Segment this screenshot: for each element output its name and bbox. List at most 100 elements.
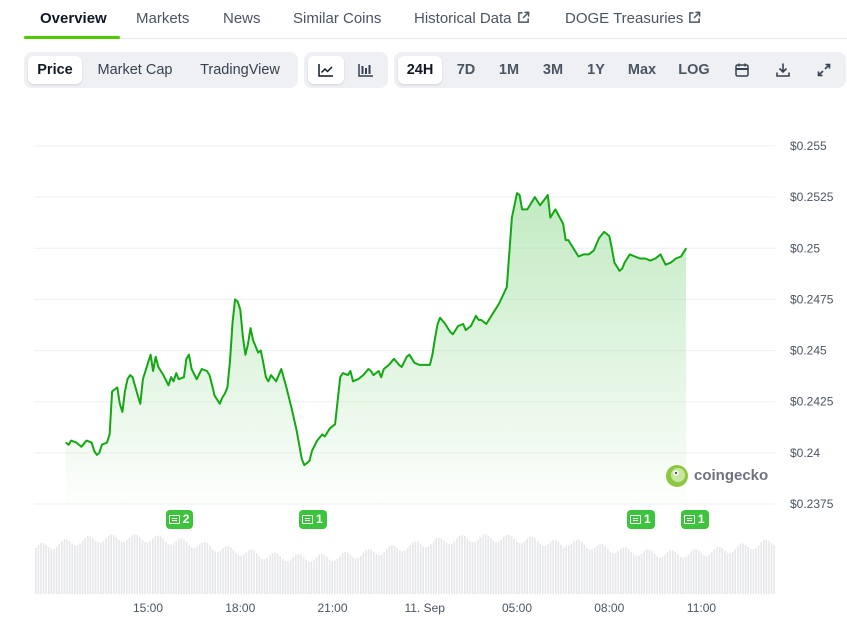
- price-point: [155, 356, 157, 358]
- volume-bar: [378, 555, 380, 594]
- volume-bar: [469, 541, 471, 594]
- price-point: [519, 194, 521, 196]
- volume-bar: [617, 551, 619, 594]
- price-point: [188, 354, 190, 356]
- range-3m-button[interactable]: 3M: [542, 62, 564, 78]
- news-count: 1: [697, 512, 705, 526]
- x-tick-label: 11:00: [687, 601, 716, 615]
- price-point: [649, 260, 651, 262]
- volume-bar: [305, 560, 307, 594]
- volume-bar: [744, 544, 747, 594]
- tab-similar-coins[interactable]: Similar Coins: [293, 10, 382, 27]
- volume-bar: [586, 547, 588, 594]
- price-point: [214, 395, 216, 397]
- volume-bar: [669, 550, 671, 594]
- volume-bar: [250, 549, 253, 594]
- range-max-button[interactable]: Max: [627, 62, 657, 78]
- volume-bar: [315, 557, 318, 594]
- price-point: [670, 262, 672, 264]
- tradingview-button[interactable]: TradingView: [200, 62, 280, 78]
- volume-bar: [380, 554, 383, 594]
- range-7d-button[interactable]: 7D: [456, 62, 476, 78]
- news-marker-badge[interactable]: 1: [680, 510, 709, 529]
- tab-news[interactable]: News: [223, 10, 261, 27]
- volume-bar: [248, 550, 250, 594]
- volume-bar: [726, 552, 729, 594]
- volume-bar: [302, 557, 305, 594]
- news-count: 1: [316, 512, 323, 526]
- price-point: [257, 352, 259, 354]
- price-point: [111, 390, 113, 393]
- volume-bar: [451, 543, 453, 594]
- fullscreen-button[interactable]: [806, 56, 842, 84]
- volume-bar: [518, 543, 521, 594]
- volume-bar: [360, 555, 362, 594]
- volume-bar: [417, 541, 419, 594]
- volume-bar: [700, 553, 703, 594]
- download-button[interactable]: [765, 56, 801, 84]
- volume-bar: [154, 536, 157, 594]
- price-point: [383, 368, 385, 370]
- price-view-button[interactable]: Price: [28, 56, 82, 84]
- price-point: [598, 237, 600, 239]
- range-1m-button[interactable]: 1M: [498, 62, 520, 78]
- volume-bar: [703, 555, 705, 594]
- volume-bar: [66, 539, 68, 594]
- volume-bar: [74, 545, 76, 594]
- price-point: [613, 262, 616, 264]
- tab-markets[interactable]: Markets: [136, 10, 190, 27]
- price-point: [249, 327, 252, 329]
- tab-doge-treasuries[interactable]: DOGE Treasuries: [565, 10, 701, 27]
- volume-bar: [664, 554, 666, 594]
- news-marker-badge[interactable]: 2: [165, 510, 194, 529]
- volume-bar: [731, 551, 734, 594]
- price-point: [262, 362, 264, 364]
- market-cap-view-button[interactable]: Market Cap: [97, 62, 173, 78]
- volume-bar: [523, 541, 526, 594]
- volume-bar: [243, 554, 245, 594]
- line-chart-button[interactable]: [308, 56, 344, 84]
- volume-bar: [500, 539, 502, 594]
- volume-bar: [474, 541, 476, 594]
- volume-bar: [448, 544, 450, 594]
- tab-overview[interactable]: Overview: [40, 10, 107, 27]
- volume-bar: [81, 540, 84, 594]
- volume-bar: [165, 541, 167, 594]
- chart-style-group: [304, 52, 388, 88]
- range-24h-button[interactable]: 24H: [398, 56, 442, 84]
- price-point: [183, 376, 185, 378]
- volume-bar: [193, 547, 196, 594]
- volume-bar: [578, 539, 580, 594]
- volume-bar: [159, 536, 162, 594]
- log-scale-button[interactable]: LOG: [678, 62, 710, 78]
- price-point: [659, 253, 662, 255]
- candlestick-chart-button[interactable]: [348, 56, 384, 84]
- price-point: [170, 376, 172, 378]
- price-point: [347, 374, 349, 376]
- price-point: [567, 239, 569, 241]
- news-marker-badge[interactable]: 1: [299, 510, 327, 529]
- price-point: [311, 450, 313, 452]
- volume-bar: [92, 538, 94, 594]
- volume-bar: [183, 539, 185, 594]
- calendar-button[interactable]: [724, 56, 760, 84]
- volume-bar: [37, 544, 40, 594]
- price-point: [196, 378, 198, 380]
- tab-historical-data[interactable]: Historical Data: [414, 10, 530, 27]
- volume-bar: [144, 542, 146, 594]
- range-1y-button[interactable]: 1Y: [587, 62, 605, 78]
- volume-bar: [336, 558, 339, 594]
- volume-bar: [596, 545, 599, 594]
- volume-bar: [310, 561, 313, 594]
- price-point: [362, 374, 364, 376]
- volume-bar: [432, 541, 435, 594]
- news-marker-badge[interactable]: 1: [627, 510, 655, 529]
- volume-bar: [35, 548, 37, 594]
- volume-bar: [370, 549, 372, 594]
- price-point: [413, 362, 416, 364]
- volume-bar: [362, 552, 365, 594]
- volume-bar: [679, 556, 682, 594]
- price-point: [531, 200, 534, 202]
- volume-bar: [406, 548, 409, 594]
